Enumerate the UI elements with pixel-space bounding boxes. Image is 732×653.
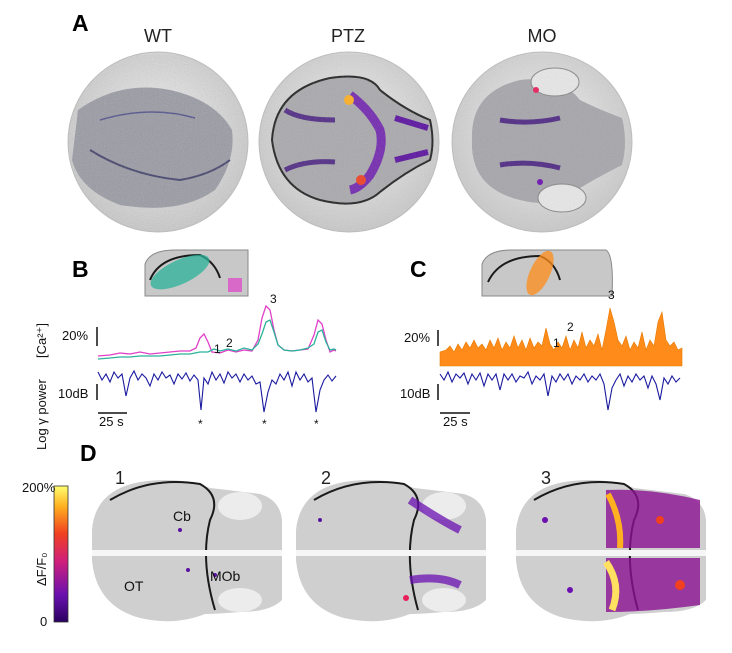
trace-roi-fill [439,307,683,367]
panel-b-time-scale: 25 s [99,414,124,429]
frame-2-image [296,480,486,622]
wt-brain-image [67,51,249,233]
colorbar-max-label: 200% [22,480,56,495]
panel-c-traces [437,307,683,414]
panel-b-amplitude-scale: 20% [62,328,89,343]
frame-3-image [516,480,706,622]
trace-lfp-c [439,370,681,411]
region-label-mob: MOb [210,568,241,584]
panel-a-letter: A [72,10,89,36]
panel-b-spike-marker-3: * [314,417,319,431]
panel-b-peak-2: 2 [226,336,233,350]
panel-b-power-scale: 10dB [58,386,89,401]
panel-d-letter: D [80,440,97,466]
panel-b-peak-3: 3 [270,292,277,306]
panel-c-roi-inset [481,249,613,297]
trace-roi2-calcium [97,304,337,357]
panel-b-power-axis-label: Log γ power [34,379,49,450]
panel-b-traces [96,304,337,414]
condition-label-ptz: PTZ [331,26,365,46]
panel-b-roi-inset [144,249,249,297]
colorbar [53,485,69,623]
panel-c-peak-1: 1 [553,336,560,350]
panel-c-time-scale: 25 s [443,414,468,429]
region-label-cb: Cb [173,508,191,524]
ptz-brain-image [258,51,440,233]
condition-label-wt: WT [144,26,172,46]
panel-b-letter: B [72,256,89,282]
panel-c-letter: C [410,256,427,282]
frame-1-image [92,480,282,622]
condition-label-mo: MO [527,26,557,46]
colorbar-axis-label: ΔF/F₀ [34,552,49,586]
frame-2-label: 2 [320,468,331,488]
trace-lfp-b [97,369,337,413]
panel-b-peak-1: 1 [214,342,221,356]
frame-3-label: 3 [540,468,551,488]
region-label-ot: OT [124,578,144,594]
panel-c-power-scale: 10dB [400,386,431,401]
panel-c-peak-2: 2 [567,320,574,334]
panel-c-amplitude-scale: 20% [404,330,431,345]
frame-1-label: 1 [114,468,125,488]
panel-c-peak-3: 3 [608,288,615,302]
colorbar-min-label: 0 [40,614,48,629]
panel-b-spike-marker-2: * [262,417,267,431]
trace-roi1-calcium [97,319,337,360]
mo-brain-image [451,51,633,233]
panel-b-calcium-axis-label: [Ca²⁺] [34,322,49,358]
panel-b-spike-marker-1: * [198,417,203,431]
